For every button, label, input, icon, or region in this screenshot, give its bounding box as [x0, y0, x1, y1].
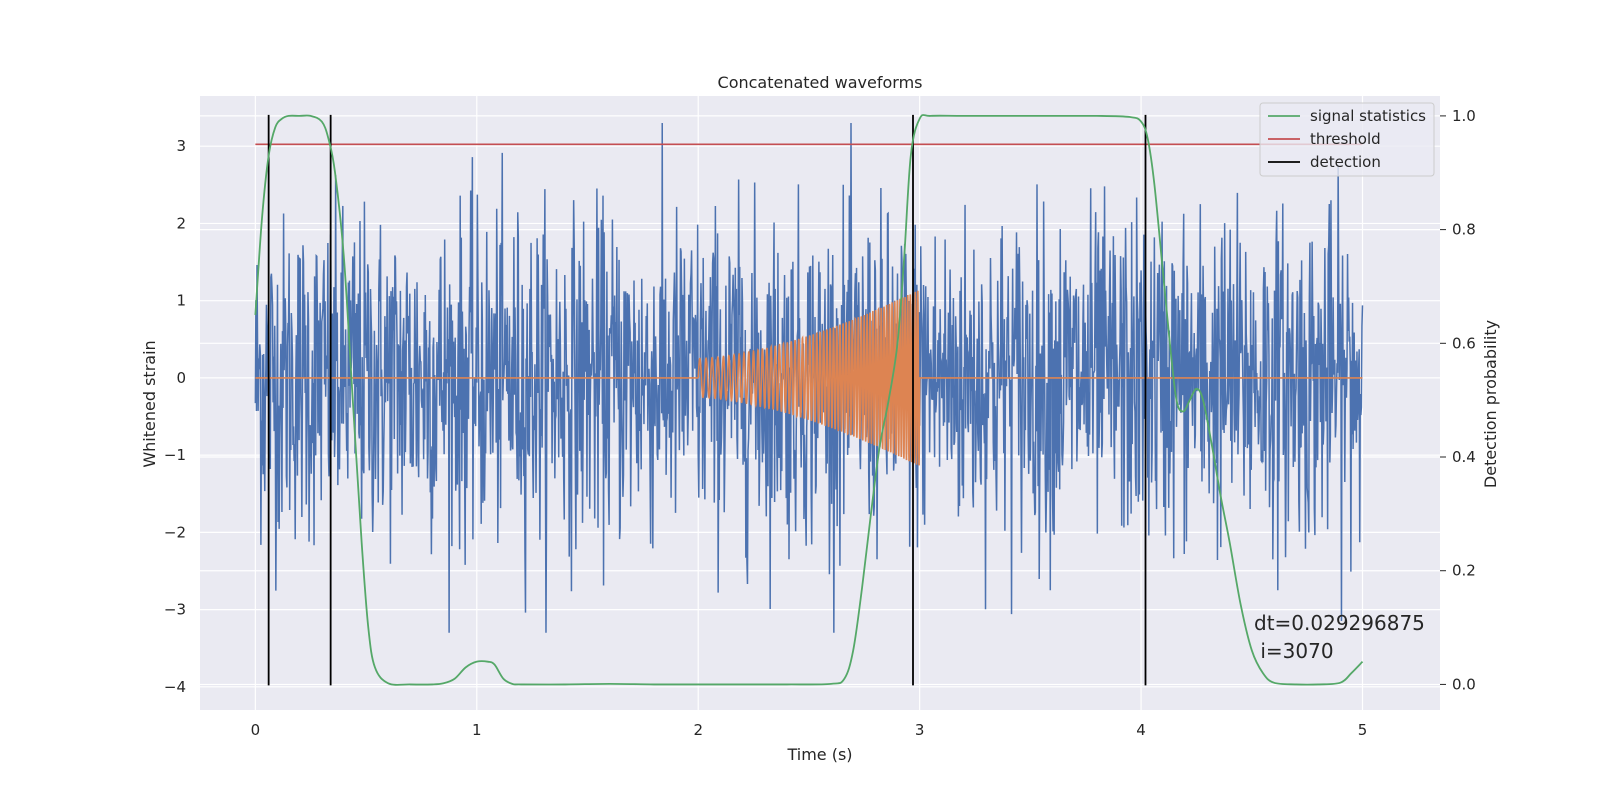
detection-series: [267, 114, 1147, 686]
x-tick-label: 5: [1358, 721, 1368, 739]
y2-tick-label: 0.6: [1452, 334, 1476, 352]
y-tick-label: 2: [176, 214, 186, 232]
signal-statistics-line: [254, 114, 1364, 686]
y2-tick-label: 0.0: [1452, 675, 1476, 693]
signal-statistics-series: [254, 114, 1364, 686]
legend-label-threshold: threshold: [1310, 130, 1381, 148]
x-tick-label: 2: [693, 721, 703, 739]
x-axis-ticks: 0 1 2 3 4 5: [251, 721, 1368, 739]
y-tick-label: 3: [176, 137, 186, 155]
legend-label-detection: detection: [1310, 153, 1381, 171]
legend-label-signal-statistics: signal statistics: [1310, 107, 1426, 125]
x-tick-label: 3: [915, 721, 925, 739]
y-tick-label: −4: [164, 678, 186, 696]
y2-axis-ticks: 0.0 0.2 0.4 0.6 0.8 1.0: [1440, 107, 1476, 693]
y-tick-label: 1: [176, 292, 186, 310]
y-tick-label: −2: [164, 523, 186, 541]
y-axis-ticks: −4 −3 −2 −1 0 1 2 3: [164, 137, 186, 696]
annotation-dt: dt=0.029296875: [1254, 611, 1425, 635]
legend-box: [1259, 102, 1435, 177]
y-axis-label: Whitened strain: [140, 340, 159, 467]
x-tick-label: 0: [251, 721, 261, 739]
x-tick-label: 4: [1136, 721, 1146, 739]
annotation-i: i=3070: [1254, 639, 1334, 663]
legend: signal statistics threshold detection: [1259, 102, 1435, 177]
chart-title: Concatenated waveforms: [718, 73, 923, 92]
x-axis-label: Time (s): [786, 745, 852, 764]
y-tick-label: 0: [176, 369, 186, 387]
y2-tick-label: 0.8: [1452, 221, 1476, 239]
y-tick-label: −1: [164, 446, 186, 464]
y2-tick-label: 0.2: [1452, 562, 1476, 580]
y-tick-label: −3: [164, 601, 186, 619]
y2-tick-label: 1.0: [1452, 107, 1476, 125]
y2-axis-label: Detection probability: [1481, 320, 1500, 488]
y2-tick-label: 0.4: [1452, 448, 1476, 466]
x-tick-label: 1: [472, 721, 482, 739]
